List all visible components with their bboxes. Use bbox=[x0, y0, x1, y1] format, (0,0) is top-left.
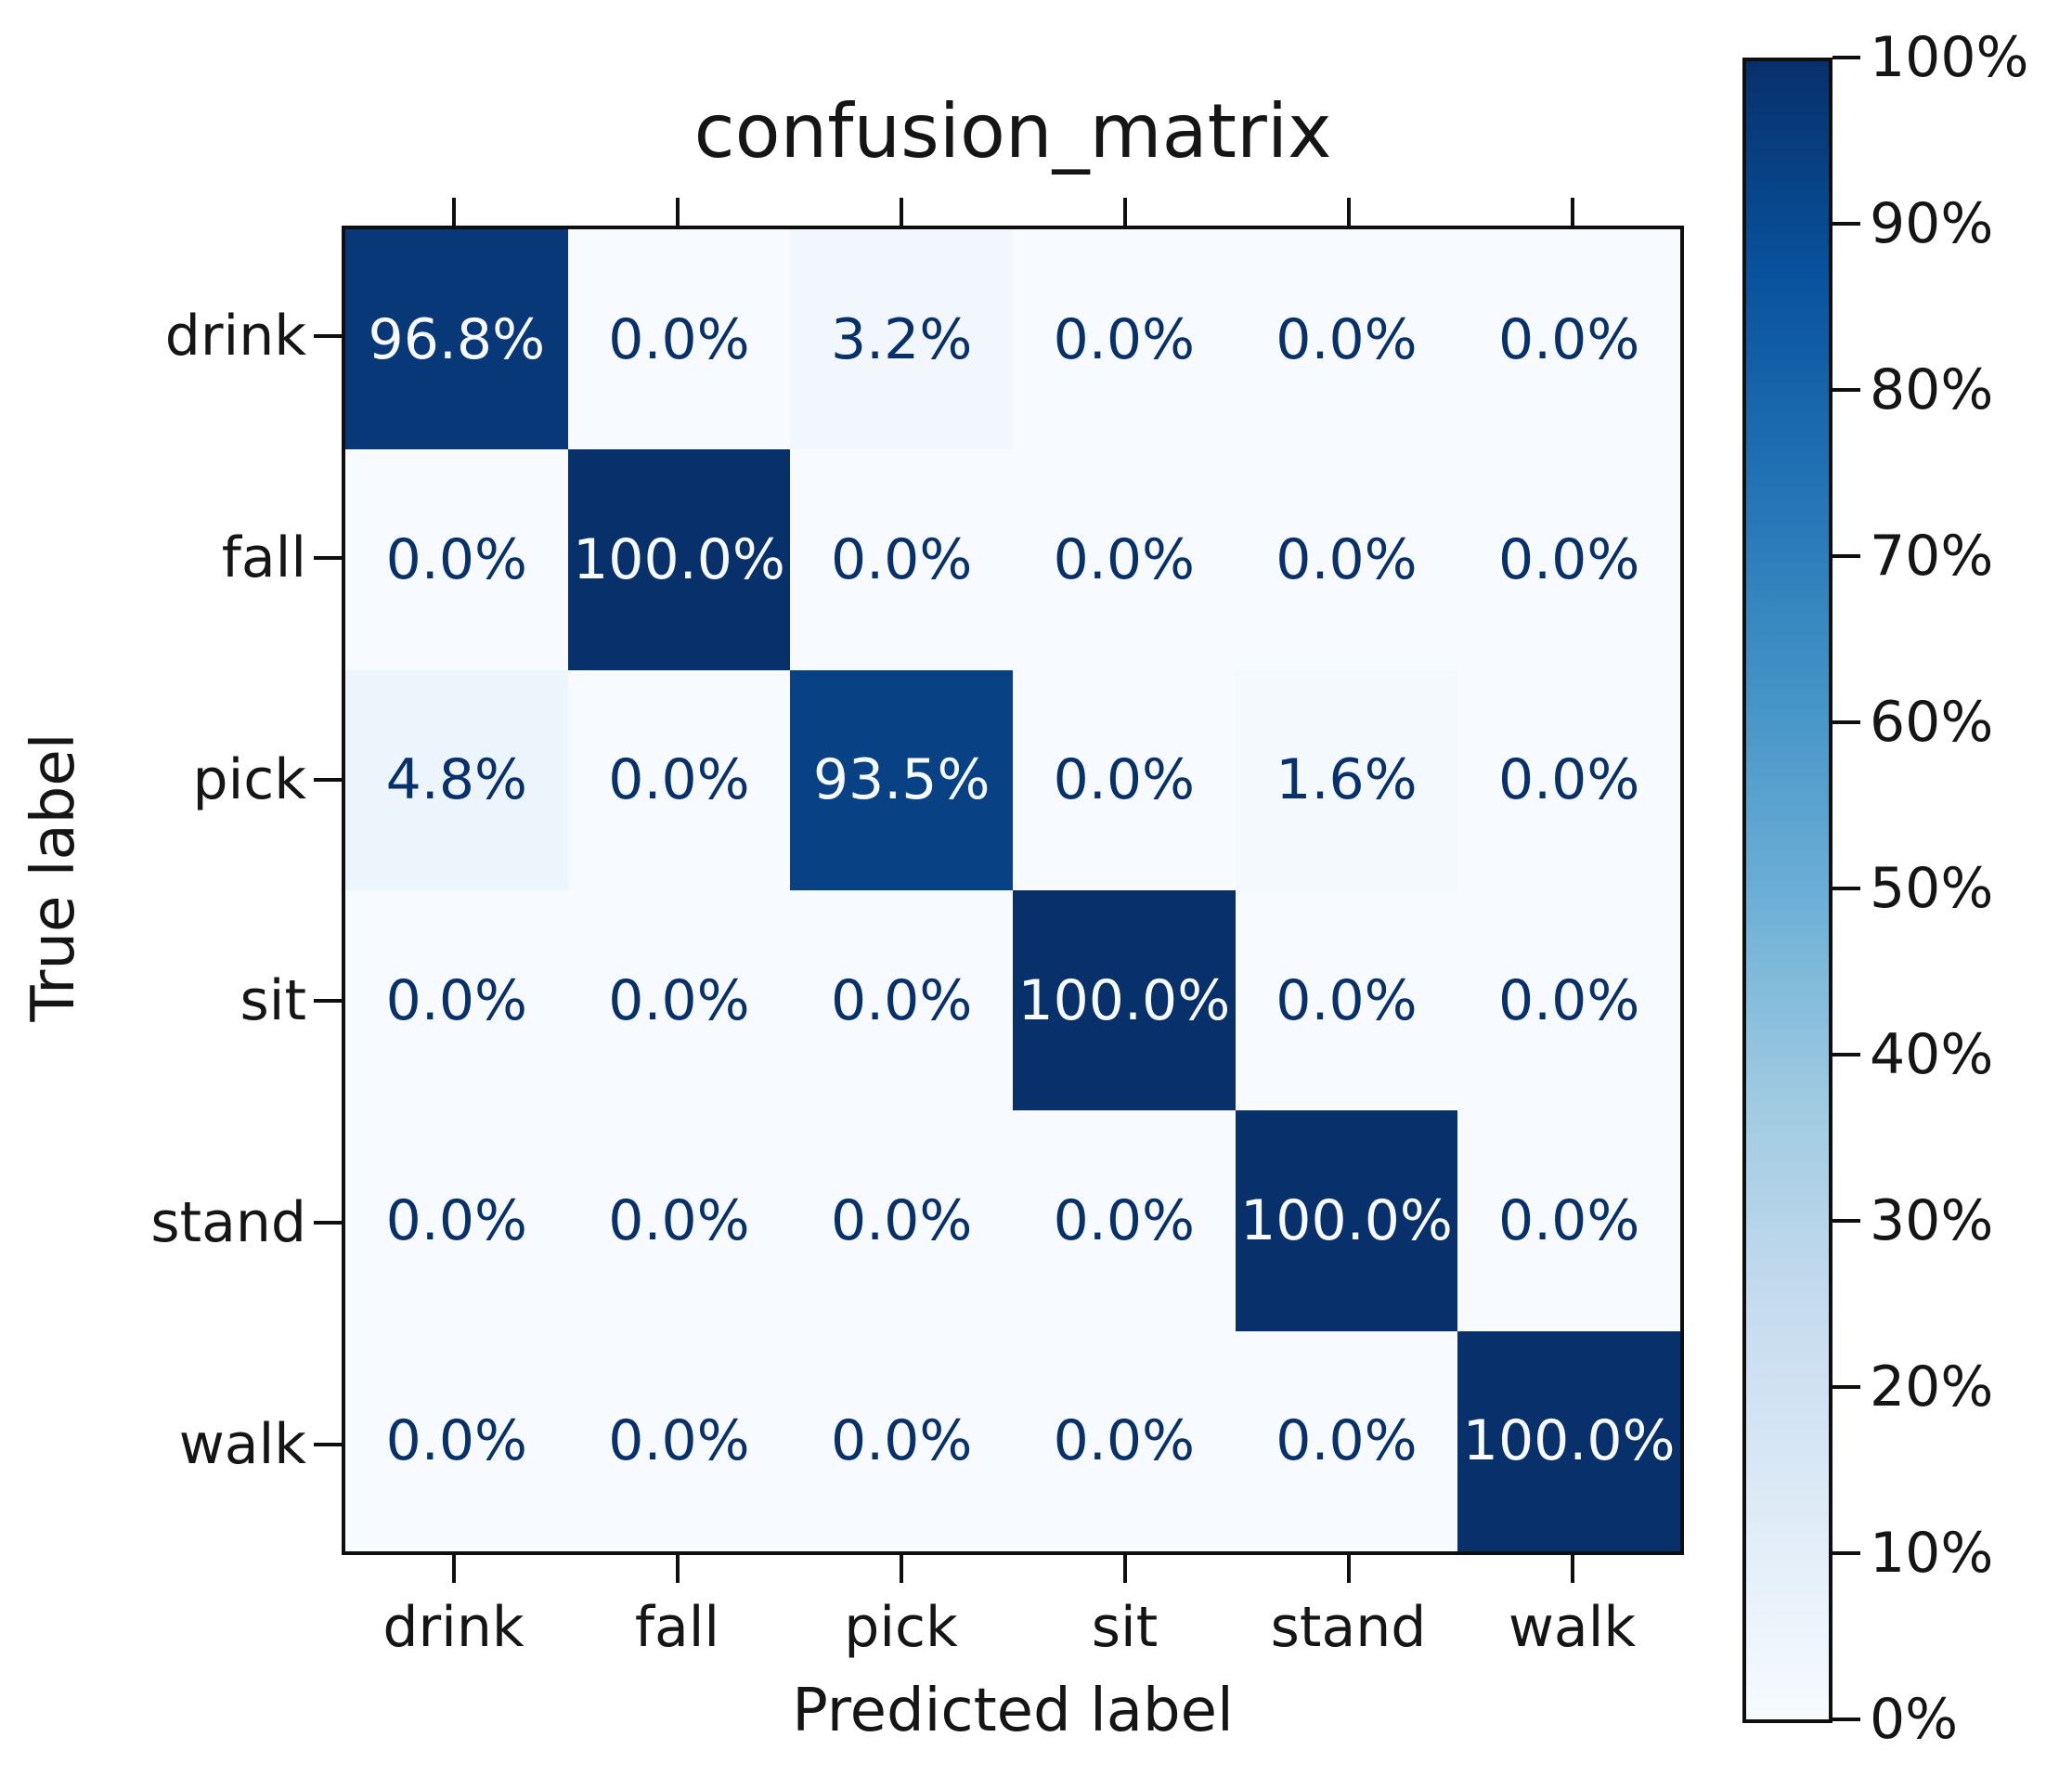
matrix-cell-stand-fall: 0.0% bbox=[567, 1110, 791, 1331]
matrix-cell-stand-stand: 100.0% bbox=[1235, 1110, 1458, 1331]
y-tick bbox=[314, 334, 342, 339]
matrix-cell-pick-pick: 93.5% bbox=[790, 669, 1013, 890]
colorbar-tick bbox=[1832, 1551, 1860, 1555]
matrix-cell-drink-walk: 0.0% bbox=[1457, 229, 1680, 450]
x-tick-bottom bbox=[1122, 1555, 1127, 1583]
matrix-cell-walk-drink: 0.0% bbox=[345, 1330, 568, 1551]
matrix-cell-walk-sit: 0.0% bbox=[1013, 1330, 1236, 1551]
colorbar-tick bbox=[1832, 388, 1860, 392]
colorbar-tick-label-40%: 40% bbox=[1870, 1022, 1994, 1087]
colorbar-tick bbox=[1832, 1053, 1860, 1057]
colorbar-tick-label-70%: 70% bbox=[1870, 524, 1994, 589]
matrix-cell-stand-sit: 0.0% bbox=[1013, 1110, 1236, 1331]
colorbar-tick bbox=[1832, 222, 1860, 226]
matrix-cell-fall-sit: 0.0% bbox=[1013, 449, 1236, 670]
heatmap-grid: 96.8% 0.0% 3.2% 0.0% 0.0% 0.0% 0.0% 100.0% 0.0% 0… bbox=[342, 226, 1684, 1555]
matrix-cell-walk-stand: 0.0% bbox=[1235, 1330, 1458, 1551]
y-tick bbox=[314, 556, 342, 560]
matrix-cell-fall-stand: 0.0% bbox=[1235, 449, 1458, 670]
matrix-cell-fall-pick: 0.0% bbox=[790, 449, 1013, 670]
matrix-cell-drink-pick: 3.2% bbox=[790, 229, 1013, 450]
matrix-cell-pick-drink: 4.8% bbox=[345, 669, 568, 890]
x-tick-bottom bbox=[899, 1555, 903, 1583]
colorbar-tick bbox=[1832, 720, 1860, 724]
matrix-cell-sit-fall: 0.0% bbox=[567, 889, 791, 1111]
matrix-cell-stand-walk: 0.0% bbox=[1457, 1110, 1680, 1331]
colorbar-tick bbox=[1832, 56, 1860, 59]
colorbar-tick-label-0%: 0% bbox=[1870, 1687, 1959, 1752]
matrix-cell-sit-sit: 100.0% bbox=[1013, 889, 1236, 1111]
matrix-cell-walk-pick: 0.0% bbox=[790, 1330, 1013, 1551]
matrix-cell-pick-stand: 1.6% bbox=[1235, 669, 1458, 890]
colorbar-gradient bbox=[1742, 58, 1832, 1723]
matrix-cell-fall-walk: 0.0% bbox=[1457, 449, 1680, 670]
colorbar-tick-label-60%: 60% bbox=[1870, 690, 1994, 755]
y-tick-label-fall: fall bbox=[221, 525, 306, 590]
colorbar-tick bbox=[1832, 887, 1860, 890]
x-tick-top bbox=[899, 198, 903, 226]
colorbar-tick bbox=[1832, 1718, 1860, 1721]
x-tick-bottom bbox=[675, 1555, 680, 1583]
matrix-cell-drink-fall: 0.0% bbox=[567, 229, 791, 450]
y-tick-label-drink: drink bbox=[164, 304, 306, 369]
matrix-cell-pick-fall: 0.0% bbox=[567, 669, 791, 890]
matrix-cell-fall-drink: 0.0% bbox=[345, 449, 568, 670]
chart-title: confusion_matrix bbox=[693, 88, 1332, 175]
matrix-cell-sit-walk: 0.0% bbox=[1457, 889, 1680, 1111]
matrix-cell-drink-drink: 96.8% bbox=[345, 229, 568, 450]
colorbar-tick-label-50%: 50% bbox=[1870, 856, 1994, 921]
x-tick-label-walk: walk bbox=[1508, 1595, 1637, 1660]
y-tick-label-stand: stand bbox=[150, 1190, 306, 1255]
matrix-cell-sit-pick: 0.0% bbox=[790, 889, 1013, 1111]
x-tick-label-pick: pick bbox=[844, 1595, 958, 1660]
y-tick bbox=[314, 999, 342, 1004]
x-axis-title: Predicted label bbox=[792, 1677, 1234, 1745]
y-tick bbox=[314, 1442, 342, 1446]
y-tick-label-walk: walk bbox=[178, 1411, 306, 1477]
matrix-cell-pick-sit: 0.0% bbox=[1013, 669, 1236, 890]
colorbar-tick bbox=[1832, 1385, 1860, 1389]
colorbar-tick-label-100%: 100% bbox=[1870, 25, 2029, 90]
x-tick-bottom bbox=[1570, 1555, 1574, 1583]
colorbar-tick-label-80%: 80% bbox=[1870, 357, 1994, 422]
x-tick-top bbox=[675, 198, 680, 226]
colorbar-tick-label-30%: 30% bbox=[1870, 1188, 1994, 1253]
y-tick bbox=[314, 777, 342, 782]
colorbar-tick-label-90%: 90% bbox=[1870, 191, 1994, 256]
colorbar-tick-label-10%: 10% bbox=[1870, 1521, 1994, 1586]
matrix-cell-drink-sit: 0.0% bbox=[1013, 229, 1236, 450]
matrix-cell-stand-drink: 0.0% bbox=[345, 1110, 568, 1331]
matrix-cell-stand-pick: 0.0% bbox=[790, 1110, 1013, 1331]
matrix-cell-pick-walk: 0.0% bbox=[1457, 669, 1680, 890]
matrix-cell-drink-stand: 0.0% bbox=[1235, 229, 1458, 450]
x-tick-top bbox=[1570, 198, 1574, 226]
x-tick-bottom bbox=[451, 1555, 456, 1583]
colorbar-tick-label-20%: 20% bbox=[1870, 1355, 1994, 1420]
x-tick-label-stand: stand bbox=[1270, 1595, 1427, 1660]
matrix-cell-fall-fall: 100.0% bbox=[567, 449, 791, 670]
y-tick-label-pick: pick bbox=[192, 746, 307, 812]
x-tick-top bbox=[451, 198, 456, 226]
matrix-cell-sit-stand: 0.0% bbox=[1235, 889, 1458, 1111]
x-tick-top bbox=[1346, 198, 1351, 226]
x-tick-label-sit: sit bbox=[1091, 1595, 1159, 1660]
matrix-cell-sit-drink: 0.0% bbox=[345, 889, 568, 1111]
matrix-cell-walk-walk: 100.0% bbox=[1457, 1330, 1680, 1551]
y-tick bbox=[314, 1221, 342, 1225]
x-tick-bottom bbox=[1346, 1555, 1351, 1583]
y-tick-label-sit: sit bbox=[240, 968, 306, 1034]
colorbar-tick bbox=[1832, 554, 1860, 558]
x-tick-label-drink: drink bbox=[382, 1595, 524, 1660]
x-tick-label-fall: fall bbox=[634, 1595, 720, 1660]
matrix-cell-walk-fall: 0.0% bbox=[567, 1330, 791, 1551]
colorbar-tick bbox=[1832, 1219, 1860, 1223]
x-tick-top bbox=[1122, 198, 1127, 226]
